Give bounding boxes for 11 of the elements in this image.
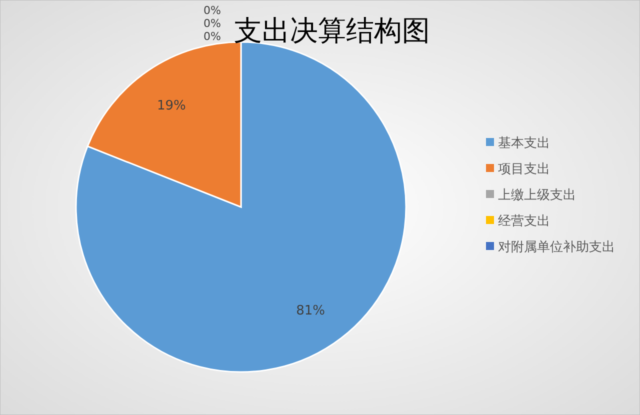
legend-label: 对附属单位补助支出 [498, 240, 615, 255]
data-label: 19% [156, 98, 186, 114]
legend-label: 项目支出 [498, 162, 550, 177]
slice-label: 基本支出 [498, 136, 550, 151]
text: 0% [204, 30, 221, 43]
chart-title: 支出决算结构图 [234, 14, 430, 47]
legend-label: 经营支出 [498, 214, 550, 229]
legend-label: 上缴上级支出 [498, 188, 576, 203]
text: 0% [204, 4, 221, 17]
text: 0% [204, 17, 221, 30]
data-label: 81% [296, 303, 326, 318]
